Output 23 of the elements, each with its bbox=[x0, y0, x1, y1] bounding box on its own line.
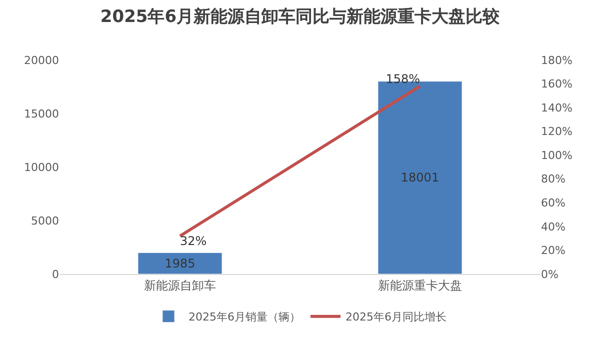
y-tick-label: 15000 bbox=[24, 107, 59, 120]
y2-tick-label: 140% bbox=[541, 101, 572, 114]
y-tick-label: 0 bbox=[52, 268, 59, 281]
y2-tick-label: 0% bbox=[541, 268, 558, 281]
legend-label: 2025年6月同比增长 bbox=[346, 310, 446, 324]
x-tick-label: 新能源自卸车 bbox=[144, 278, 216, 292]
y2-tick-label: 60% bbox=[541, 196, 566, 210]
x-tick-label: 新能源重卡大盘 bbox=[378, 278, 462, 292]
y-tick-label: 5000 bbox=[31, 214, 59, 228]
y2-tick-label: 120% bbox=[541, 125, 572, 138]
chart-title: 2025年6月新能源自卸车同比与新能源重卡大盘比较 bbox=[100, 7, 501, 28]
y2-tick-label: 40% bbox=[541, 220, 566, 234]
y2-tick-label: 80% bbox=[541, 172, 566, 186]
legend-label: 2025年6月销量（辆） bbox=[188, 310, 300, 324]
y2-tick-label: 100% bbox=[541, 148, 572, 162]
y-tick-label: 10000 bbox=[24, 160, 59, 174]
data-label: 1985 bbox=[164, 256, 196, 270]
y-tick-label: 20000 bbox=[24, 54, 59, 67]
y2-tick-label: 20% bbox=[541, 244, 566, 258]
y2-tick-label: 180% bbox=[541, 54, 572, 67]
data-label: 18001 bbox=[400, 170, 440, 185]
data-label: 32% bbox=[180, 234, 207, 248]
y2-tick-label: 160% bbox=[541, 78, 572, 91]
